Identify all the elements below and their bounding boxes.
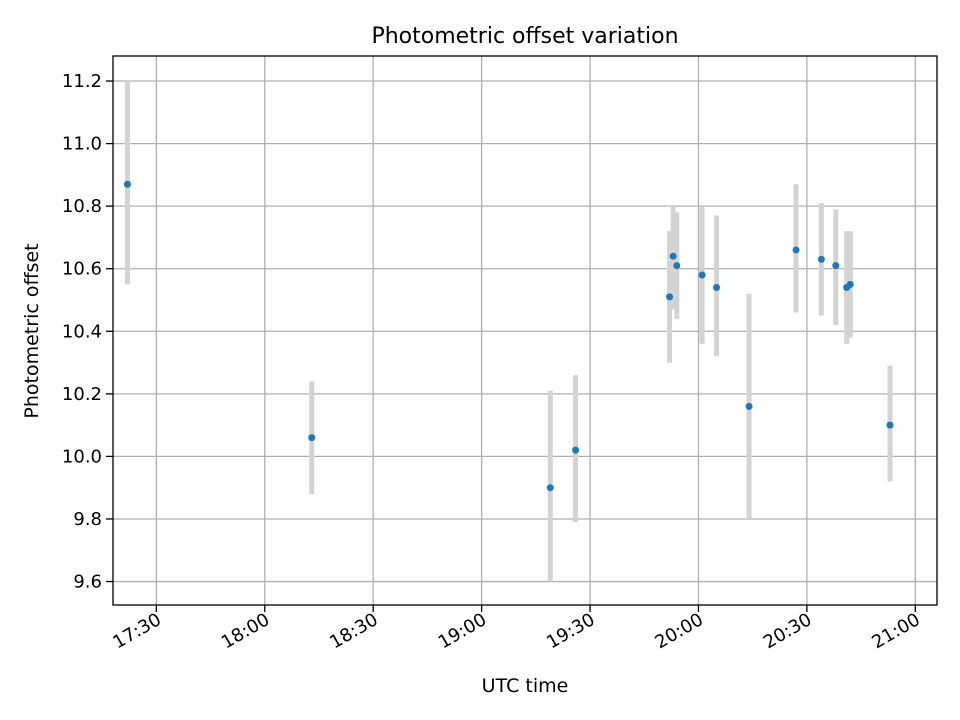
data-point [123, 180, 131, 188]
grid-lines [113, 56, 937, 605]
data-point [666, 293, 674, 301]
y-tick-label: 9.8 [73, 509, 102, 530]
data-point [792, 246, 800, 254]
data-point [713, 283, 721, 291]
y-tick-label: 10.6 [62, 259, 102, 280]
data-point [572, 446, 580, 454]
data-point [846, 280, 854, 288]
data-point [832, 262, 840, 270]
y-axis-label: Photometric offset [21, 243, 43, 418]
y-tick-label: 10.0 [62, 446, 102, 467]
y-tick-label: 10.2 [62, 384, 102, 405]
data-point [698, 271, 706, 279]
chart-title: Photometric offset variation [371, 24, 678, 49]
data-point [546, 484, 554, 492]
data-point [886, 421, 894, 429]
data-point [817, 255, 825, 263]
y-tick-label: 11.0 [62, 134, 102, 155]
data-point [673, 262, 681, 270]
data-point [669, 252, 677, 260]
y-tick-label: 10.4 [62, 321, 102, 342]
data-point [745, 402, 753, 410]
y-tick-label: 10.8 [62, 196, 102, 217]
x-axis-label: UTC time [482, 675, 569, 697]
plot-area-frame [112, 55, 938, 606]
y-tick-label: 9.6 [73, 572, 102, 593]
y-tick-label: 11.2 [62, 71, 102, 92]
data-point [308, 434, 316, 442]
data-points [123, 180, 894, 492]
